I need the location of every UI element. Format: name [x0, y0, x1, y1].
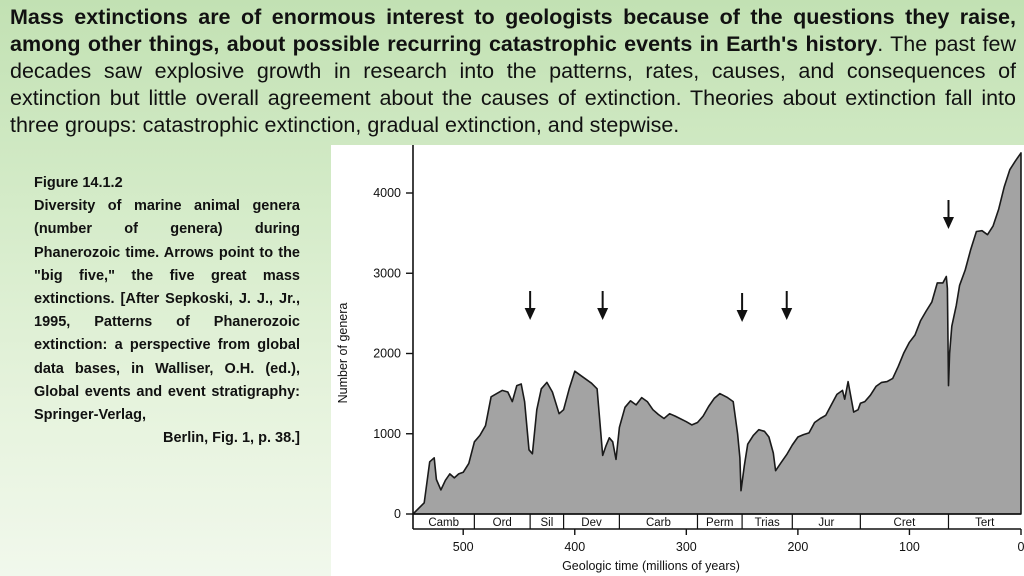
- extinction-arrow-icon: [781, 291, 793, 320]
- period-label-camb: Camb: [428, 517, 459, 529]
- figure-caption: Figure 14.1.2 Diversity of marine animal…: [34, 172, 300, 450]
- extinction-arrow-head: [524, 308, 536, 320]
- y-tick-label-1000: 1000: [373, 427, 401, 441]
- intro-paragraph: Mass extinctions are of enormous interes…: [10, 4, 1016, 139]
- y-axis-title: Number of genera: [336, 303, 350, 404]
- period-label-cret: Cret: [894, 517, 917, 529]
- extinction-arrow-head: [597, 308, 609, 320]
- genera-area-series: [412, 152, 1022, 515]
- x-tick-label-500: 500: [453, 540, 474, 554]
- extinction-arrow-icon: [597, 291, 609, 320]
- extinction-arrow-icon: [524, 291, 536, 320]
- extinction-arrow-head: [942, 217, 954, 229]
- figure-caption-title: Figure 14.1.2: [34, 175, 123, 191]
- extinction-arrow-icon: [942, 200, 954, 229]
- y-tick-label-3000: 3000: [373, 266, 401, 280]
- extinction-arrow-head: [736, 310, 748, 322]
- y-tick-label-0: 0: [394, 507, 401, 521]
- period-label-sil: Sil: [540, 517, 553, 529]
- extinction-arrow-icon: [736, 293, 748, 322]
- genera-diversity-chart: Camb Ord Sil Dev Carb Perm Trias Jur Cret Tert 0 1…: [336, 145, 1024, 573]
- period-label-dev: Dev: [581, 517, 602, 529]
- x-tick-label-300: 300: [676, 540, 697, 554]
- period-label-jur: Jur: [818, 517, 834, 529]
- x-tick-label-0: 0: [1018, 540, 1024, 554]
- genera-diversity-figure: Camb Ord Sil Dev Carb Perm Trias Jur Cret Tert 0 1…: [331, 145, 1024, 576]
- x-tick-label-200: 200: [787, 540, 808, 554]
- x-axis-title: Geologic time (millions of years): [562, 559, 740, 573]
- period-label-perm: Perm: [706, 517, 733, 529]
- y-tick-label-4000: 4000: [373, 186, 401, 200]
- intro-bold-text: Mass extinctions are of enormous interes…: [10, 5, 1016, 56]
- x-tick-label-400: 400: [564, 540, 585, 554]
- y-tick-label-2000: 2000: [373, 347, 401, 361]
- figure-caption-body: Diversity of marine animal genera (numbe…: [34, 198, 300, 424]
- period-label-trias: Trias: [755, 517, 780, 529]
- intro-regular-text: . The past few decades saw explosive gro…: [10, 32, 1016, 137]
- extinction-arrow-head: [781, 308, 793, 320]
- period-label-carb: Carb: [646, 517, 671, 529]
- x-tick-label-100: 100: [899, 540, 920, 554]
- figure-caption-last-line: Berlin, Fig. 1, p. 38.]: [163, 430, 300, 447]
- period-label-tert: Tert: [975, 517, 995, 529]
- period-label-ord: Ord: [493, 517, 512, 529]
